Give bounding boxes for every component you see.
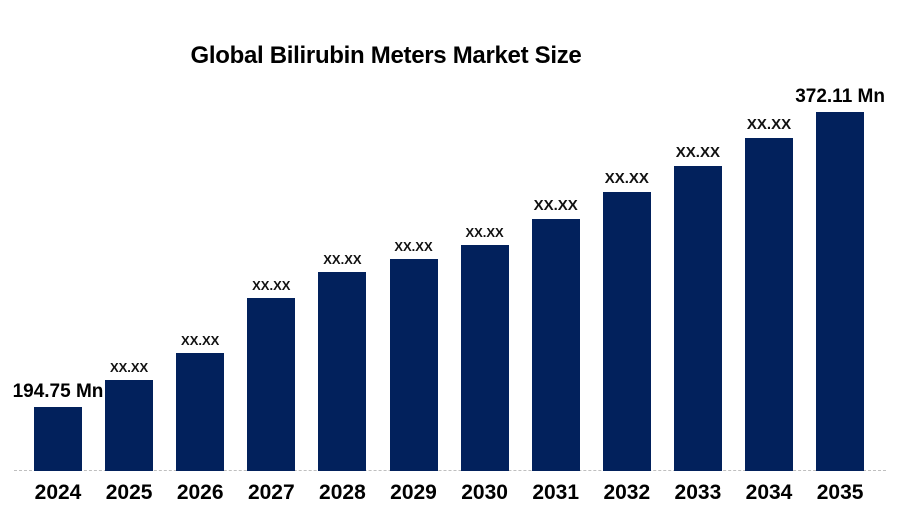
- bar-2029: [389, 259, 438, 471]
- x-tick-2034: 2034: [745, 481, 793, 504]
- bar-2027: [247, 298, 296, 471]
- bar-column-2027: XX.XX 2027: [235, 0, 307, 525]
- bar-2031: [531, 219, 580, 471]
- value-label-2028: XX.XX: [323, 252, 362, 268]
- x-tick-2029: 2029: [390, 481, 437, 504]
- bar-2032: [602, 192, 651, 471]
- bar-column-2035: 372.11 Mn 2035: [795, 0, 885, 525]
- bar-column-2026: XX.XX 2026: [164, 0, 236, 525]
- bar-column-2032: XX.XX 2032: [591, 0, 663, 525]
- x-tick-2033: 2033: [674, 481, 722, 504]
- value-label-2024: 194.75 Mn: [12, 381, 104, 403]
- bar-column-2030: XX.XX 2030: [449, 0, 521, 525]
- bar-2034: [745, 138, 793, 471]
- bar-column-2029: XX.XX 2029: [378, 0, 450, 525]
- bar-2024: [34, 407, 82, 471]
- value-label-2035: 372.11 Mn: [795, 86, 885, 108]
- x-axis-line: [14, 470, 886, 471]
- bar-column-2034: XX.XX 2034: [733, 0, 805, 525]
- bar-2025: [105, 380, 154, 471]
- x-tick-2032: 2032: [603, 481, 651, 504]
- bar-2030: [460, 245, 509, 471]
- value-label-2030: XX.XX: [465, 225, 504, 241]
- value-label-2026: XX.XX: [181, 333, 220, 349]
- value-label-2033: XX.XX: [675, 144, 720, 162]
- bar-column-2031: XX.XX 2031: [520, 0, 592, 525]
- value-label-2032: XX.XX: [604, 170, 649, 188]
- value-label-2025: XX.XX: [109, 360, 149, 376]
- x-tick-2031: 2031: [532, 481, 580, 504]
- bar-column-2028: XX.XX 2028: [306, 0, 378, 525]
- bar-2033: [673, 166, 722, 471]
- x-tick-2026: 2026: [176, 481, 224, 504]
- value-label-2029: XX.XX: [394, 239, 433, 255]
- bar-column-2025: XX.XX 2025: [93, 0, 165, 525]
- x-tick-2025: 2025: [105, 481, 153, 504]
- x-tick-2024: 2024: [34, 481, 82, 504]
- bar-column-2033: XX.XX 2033: [662, 0, 734, 525]
- x-tick-2030: 2030: [461, 481, 508, 504]
- bar-2035: [816, 112, 865, 471]
- x-tick-2028: 2028: [319, 481, 366, 504]
- x-tick-2027: 2027: [247, 481, 295, 504]
- bar-2026: [176, 353, 225, 471]
- bar-2028: [318, 272, 367, 471]
- bar-column-2024: 194.75 Mn 2024: [13, 0, 104, 525]
- value-label-2027: XX.XX: [252, 278, 291, 294]
- chart-title: Global Bilirubin Meters Market Size: [190, 42, 582, 69]
- value-label-2034: XX.XX: [746, 116, 792, 134]
- x-tick-2035: 2035: [816, 481, 864, 504]
- value-label-2031: XX.XX: [533, 197, 578, 215]
